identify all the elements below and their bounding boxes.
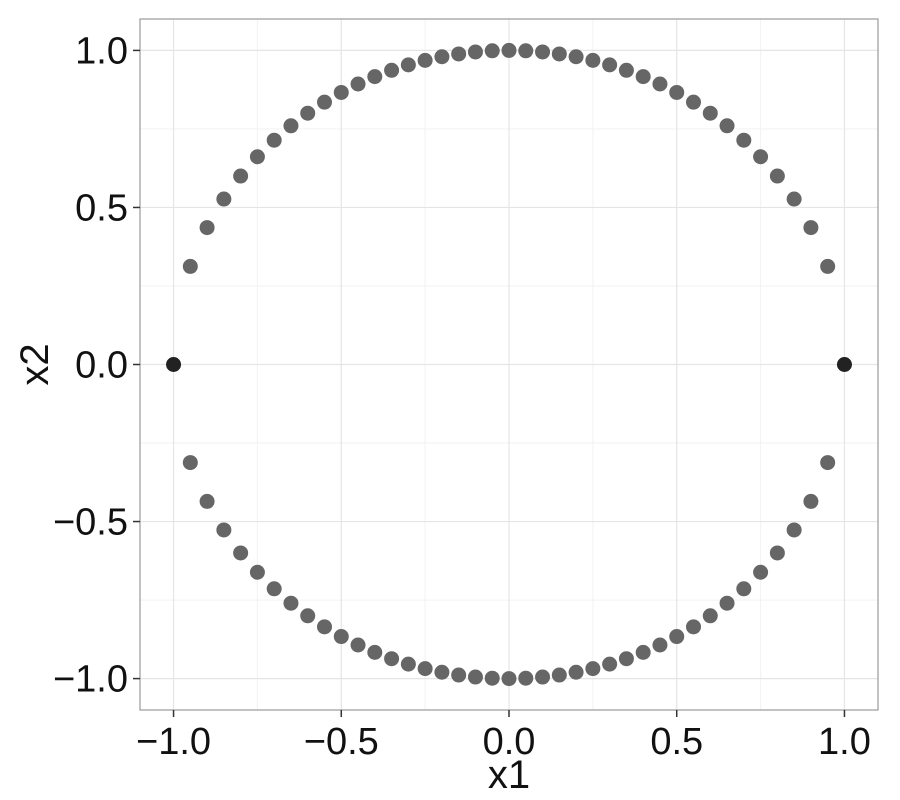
- upper-data-point: [199, 220, 215, 236]
- upper-data-point: [434, 49, 450, 65]
- upper-data-point: [736, 132, 752, 148]
- y-axis-title: x2: [13, 343, 57, 385]
- lower-data-point: [686, 619, 701, 635]
- lower-data-point: [333, 629, 349, 645]
- lower-data-point: [249, 564, 265, 580]
- upper-data-point: [266, 132, 282, 148]
- upper-data-point: [669, 84, 685, 100]
- lower-data-point: [434, 664, 450, 680]
- upper-data-point: [702, 105, 718, 121]
- y-tick-label: 0.5: [75, 187, 128, 229]
- lower-data-point: [602, 656, 618, 672]
- lower-data-point: [233, 545, 249, 561]
- lower-data-point: [451, 667, 467, 683]
- upper-data-point: [551, 46, 567, 62]
- upper-data-point: [820, 258, 836, 274]
- lower-data-point: [820, 455, 836, 471]
- lower-data-point: [317, 619, 332, 635]
- lower-data-point: [551, 667, 567, 683]
- endpoint-data-point: [166, 357, 182, 372]
- lower-data-point: [216, 522, 232, 538]
- upper-data-point: [786, 191, 802, 207]
- upper-data-point: [350, 76, 366, 92]
- upper-data-point: [417, 52, 433, 68]
- lower-data-point: [266, 581, 282, 597]
- endpoint-data-point: [836, 357, 852, 372]
- lower-data-point: [719, 595, 735, 611]
- lower-data-point: [518, 670, 534, 686]
- y-tick-label: 1.0: [75, 30, 128, 72]
- x-tick-label: 0.5: [650, 721, 703, 763]
- upper-data-point: [317, 94, 332, 110]
- upper-data-point: [216, 191, 232, 207]
- x-tick-label: −1.0: [136, 721, 211, 763]
- lower-data-point: [702, 608, 718, 624]
- upper-data-point: [769, 168, 785, 184]
- x-tick-label: 1.0: [818, 721, 871, 763]
- lower-data-point: [367, 644, 383, 660]
- lower-data-point: [350, 637, 366, 653]
- upper-data-point: [249, 149, 265, 165]
- upper-data-point: [467, 44, 483, 60]
- lower-data-point: [753, 564, 769, 580]
- lower-data-point: [618, 651, 634, 667]
- upper-data-point: [501, 42, 517, 58]
- upper-data-point: [535, 44, 551, 60]
- axis-ticks: −1.0 −0.5 0.0 0.5 1.0 −1.0 −0.5 0.0 0.5 1.0: [53, 30, 871, 763]
- upper-data-point: [618, 62, 634, 78]
- x-axis-title: x1: [488, 753, 530, 797]
- upper-data-point: [384, 62, 400, 78]
- lower-data-point: [283, 595, 299, 611]
- lower-data-point: [786, 522, 802, 538]
- upper-data-point: [484, 43, 500, 59]
- lower-data-point: [652, 637, 668, 653]
- upper-data-point: [333, 84, 349, 100]
- lower-data-point: [417, 661, 433, 677]
- lower-data-point: [669, 629, 685, 645]
- lower-data-point: [182, 455, 198, 471]
- lower-data-point: [484, 670, 500, 686]
- lower-data-point: [769, 545, 785, 561]
- upper-data-point: [568, 49, 584, 65]
- lower-data-point: [400, 656, 416, 672]
- lower-data-point: [300, 608, 316, 624]
- upper-data-point: [803, 220, 819, 236]
- lower-data-point: [501, 671, 517, 687]
- upper-data-point: [233, 168, 249, 184]
- lower-data-point: [736, 581, 752, 597]
- data-points: [166, 42, 852, 687]
- lower-data-point: [635, 644, 651, 660]
- y-tick-label: 0.0: [75, 345, 128, 387]
- upper-data-point: [300, 105, 316, 121]
- lower-data-point: [803, 493, 819, 509]
- upper-data-point: [652, 76, 668, 92]
- upper-data-point: [635, 69, 651, 85]
- upper-data-point: [585, 52, 601, 68]
- upper-data-point: [602, 57, 618, 73]
- upper-data-point: [518, 43, 534, 59]
- upper-data-point: [686, 94, 701, 110]
- y-tick-label: −0.5: [53, 502, 128, 544]
- upper-data-point: [367, 69, 383, 85]
- y-tick-label: −1.0: [53, 659, 128, 701]
- x-tick-label: −0.5: [304, 721, 379, 763]
- upper-data-point: [719, 118, 735, 134]
- upper-data-point: [451, 46, 467, 62]
- lower-data-point: [384, 651, 400, 667]
- upper-data-point: [753, 149, 769, 165]
- upper-data-point: [400, 57, 416, 73]
- lower-data-point: [467, 669, 483, 685]
- upper-data-point: [283, 118, 299, 134]
- lower-data-point: [535, 669, 551, 685]
- lower-data-point: [585, 661, 601, 677]
- lower-data-point: [568, 664, 584, 680]
- lower-data-point: [199, 493, 215, 509]
- x-tick-label: 0.0: [483, 721, 536, 763]
- upper-data-point: [182, 258, 198, 274]
